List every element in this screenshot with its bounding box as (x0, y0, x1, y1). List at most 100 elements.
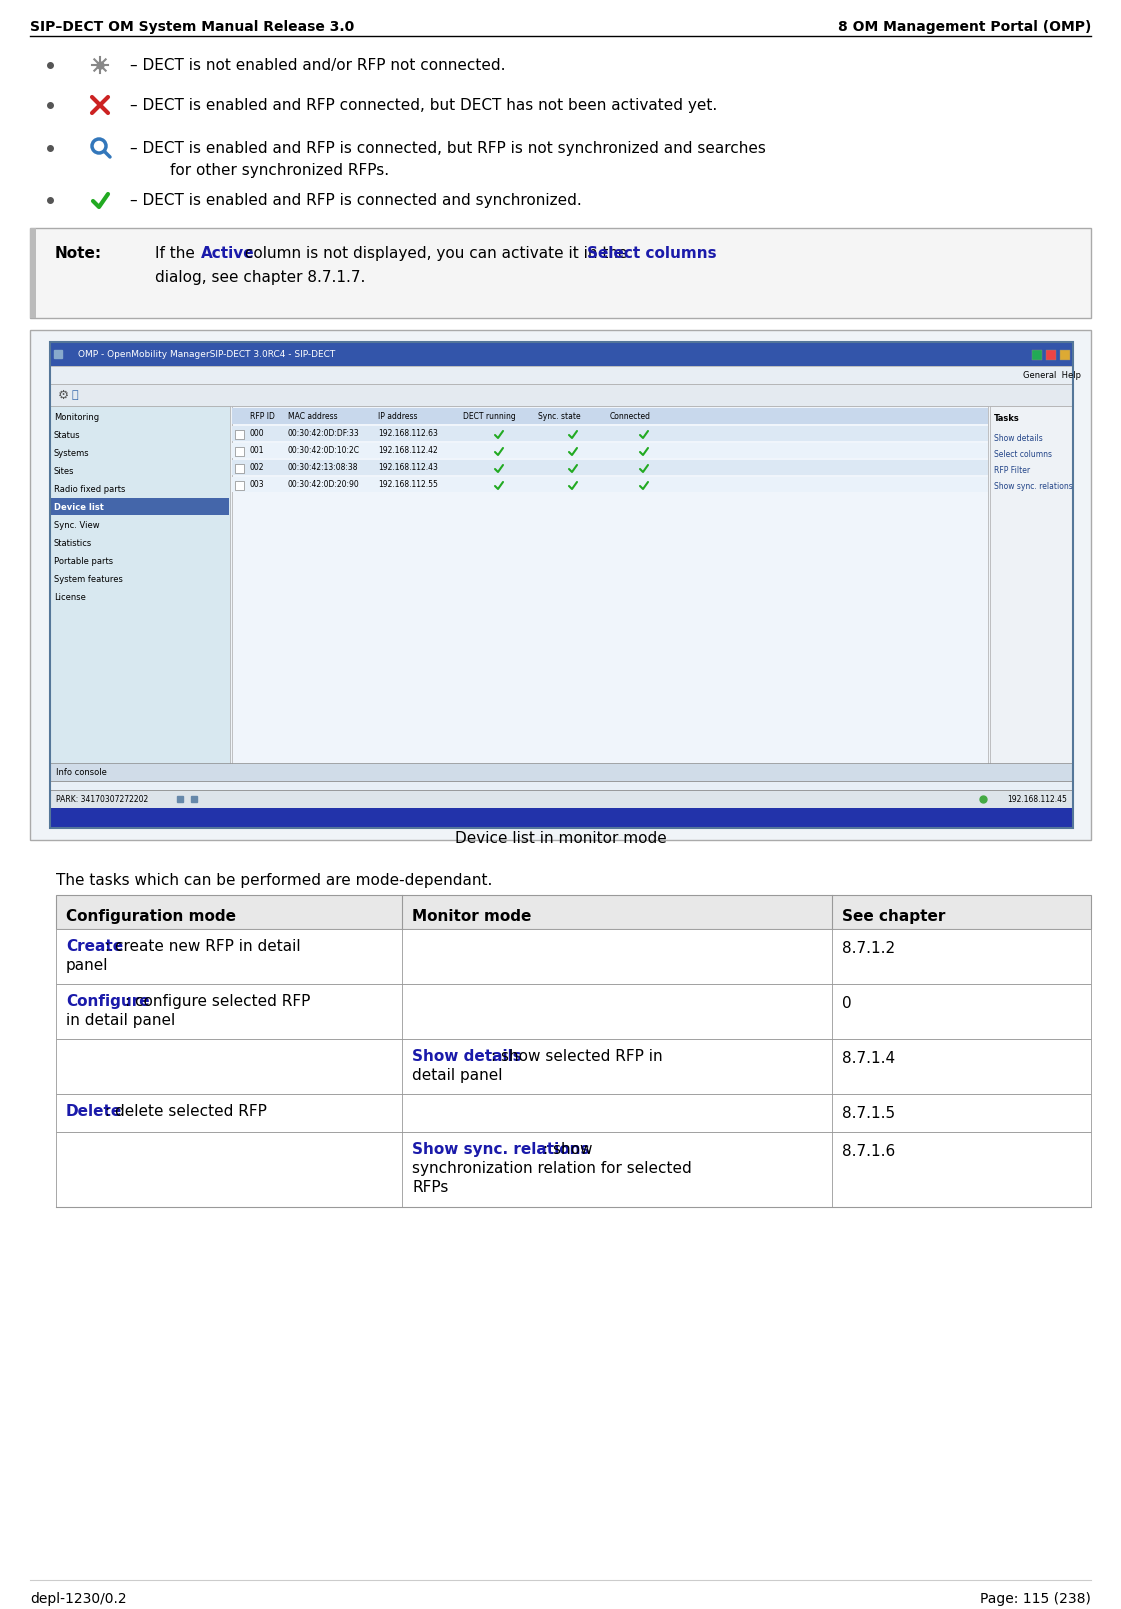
Bar (232, 442, 988, 459)
Text: – DECT is not enabled and/or RFP not connected.: – DECT is not enabled and/or RFP not con… (130, 58, 506, 72)
Bar (1046, 351, 1056, 360)
Text: dialog, see chapter 8.7.1.7.: dialog, see chapter 8.7.1.7. (155, 270, 365, 285)
Bar (30, 228, 1091, 319)
Bar (235, 430, 244, 439)
Bar (50, 790, 1073, 808)
Text: Device list in monitor mode: Device list in monitor mode (455, 830, 666, 845)
Bar (56, 985, 1091, 1039)
Text: 002: 002 (250, 462, 265, 471)
Text: Select columns: Select columns (994, 449, 1051, 459)
Text: Show details: Show details (413, 1049, 521, 1064)
Text: See chapter: See chapter (842, 909, 945, 924)
Text: 🔍: 🔍 (72, 389, 78, 401)
Text: Show details: Show details (994, 433, 1043, 442)
Bar (56, 1039, 1091, 1094)
Text: Sync. View: Sync. View (54, 520, 100, 529)
Bar (56, 1094, 1091, 1133)
Text: General  Help: General Help (1023, 370, 1081, 380)
Bar (1032, 351, 1043, 360)
Bar (50, 343, 1073, 829)
Text: Radio fixed parts: Radio fixed parts (54, 484, 126, 494)
Text: PARK: 34170307272202: PARK: 34170307272202 (56, 795, 148, 803)
Text: 192.168.112.45: 192.168.112.45 (1007, 795, 1067, 803)
Text: 8.7.1.4: 8.7.1.4 (842, 1051, 896, 1067)
Text: in detail panel: in detail panel (66, 1014, 175, 1028)
Bar (50, 499, 229, 515)
Text: Info console: Info console (56, 767, 106, 777)
Bar (232, 476, 988, 492)
Text: Status: Status (54, 431, 81, 439)
Text: 0: 0 (842, 996, 852, 1010)
Text: Show sync. relations: Show sync. relations (994, 481, 1073, 491)
Text: 000: 000 (250, 428, 265, 438)
Bar (1060, 351, 1071, 360)
Bar (50, 385, 1073, 405)
Text: 00:30:42:0D:DF:33: 00:30:42:0D:DF:33 (288, 428, 360, 438)
Text: for other synchronized RFPs.: for other synchronized RFPs. (170, 163, 389, 177)
Text: Portable parts: Portable parts (54, 557, 113, 565)
Bar (235, 481, 244, 491)
Bar (235, 447, 244, 455)
Text: 001: 001 (250, 446, 265, 454)
Text: Page: 115 (238): Page: 115 (238) (980, 1591, 1091, 1606)
Text: OMP - OpenMobility ManagerSIP-DECT 3.0RC4 - SIP-DECT: OMP - OpenMobility ManagerSIP-DECT 3.0RC… (78, 349, 335, 359)
Bar (232, 426, 988, 441)
Text: Sync. state: Sync. state (538, 412, 581, 420)
Text: : show: : show (543, 1142, 592, 1157)
Text: Create: Create (66, 940, 123, 954)
Text: Select columns: Select columns (587, 246, 716, 261)
Text: 003: 003 (250, 479, 265, 489)
Bar (232, 460, 988, 475)
Text: column is not displayed, you can activate it in the: column is not displayed, you can activat… (240, 246, 632, 261)
Text: System features: System features (54, 574, 123, 584)
Text: Device list: Device list (54, 502, 104, 512)
Bar (50, 405, 230, 808)
Text: Tasks: Tasks (994, 414, 1020, 423)
Text: 8.7.1.5: 8.7.1.5 (842, 1105, 896, 1121)
Text: If the: If the (155, 246, 200, 261)
Text: 192.168.112.42: 192.168.112.42 (378, 446, 437, 454)
Text: RFP Filter: RFP Filter (994, 465, 1030, 475)
Text: Statistics: Statistics (54, 539, 92, 547)
Text: : delete selected RFP: : delete selected RFP (105, 1104, 267, 1118)
Text: License: License (54, 592, 86, 602)
Bar (56, 1133, 1091, 1207)
Text: Sites: Sites (54, 467, 74, 476)
Text: SIP–DECT OM System Manual Release 3.0: SIP–DECT OM System Manual Release 3.0 (30, 19, 354, 34)
Text: panel: panel (66, 957, 109, 973)
Text: synchronization relation for selected: synchronization relation for selected (413, 1162, 692, 1176)
Text: : create new RFP in detail: : create new RFP in detail (105, 940, 300, 954)
Bar (30, 330, 1091, 840)
Text: Active: Active (201, 246, 254, 261)
Bar (50, 365, 1073, 385)
Text: : show selected RFP in: : show selected RFP in (491, 1049, 663, 1064)
Bar (50, 343, 1073, 365)
Text: Delete: Delete (66, 1104, 122, 1118)
Text: 192.168.112.55: 192.168.112.55 (378, 479, 438, 489)
Text: Note:: Note: (55, 246, 102, 261)
Text: 8 OM Management Portal (OMP): 8 OM Management Portal (OMP) (837, 19, 1091, 34)
Text: – DECT is enabled and RFP connected, but DECT has not been activated yet.: – DECT is enabled and RFP connected, but… (130, 98, 717, 113)
Bar (232, 409, 988, 425)
Text: Systems: Systems (54, 449, 90, 457)
Text: detail panel: detail panel (413, 1068, 502, 1083)
Bar (232, 405, 988, 808)
Bar (56, 928, 1091, 985)
Bar (56, 895, 1091, 928)
Text: DECT running: DECT running (463, 412, 516, 420)
Text: 00:30:42:0D:20:90: 00:30:42:0D:20:90 (288, 479, 360, 489)
Text: 192.168.112.43: 192.168.112.43 (378, 462, 438, 471)
Text: 00:30:42:13:08:38: 00:30:42:13:08:38 (288, 462, 359, 471)
Text: RFP ID: RFP ID (250, 412, 275, 420)
Bar (30, 228, 36, 319)
Text: 8.7.1.2: 8.7.1.2 (842, 941, 896, 956)
Text: – DECT is enabled and RFP is connected, but RFP is not synchronized and searches: – DECT is enabled and RFP is connected, … (130, 140, 766, 156)
Text: RFPs: RFPs (413, 1179, 448, 1195)
Text: Configuration mode: Configuration mode (66, 909, 237, 924)
Bar (50, 808, 1073, 829)
Text: 00:30:42:0D:10:2C: 00:30:42:0D:10:2C (288, 446, 360, 454)
Text: Monitoring: Monitoring (54, 412, 99, 422)
Text: 192.168.112.63: 192.168.112.63 (378, 428, 438, 438)
Text: depl-1230/0.2: depl-1230/0.2 (30, 1591, 127, 1606)
Text: MAC address: MAC address (288, 412, 337, 420)
